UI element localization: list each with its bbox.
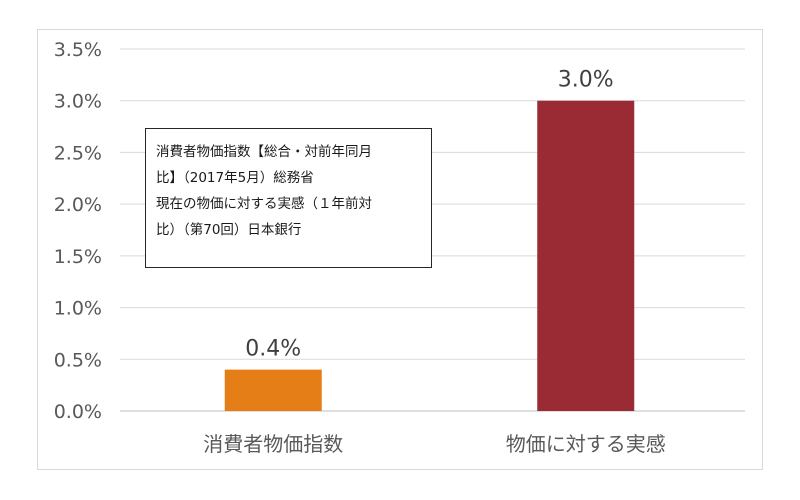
note-line-2: 比】（2017年5月）総務省 bbox=[156, 170, 314, 186]
data-label: 0.4% bbox=[245, 337, 301, 362]
x-category-label: 消費者物価指数 bbox=[203, 432, 343, 456]
y-tick-label: 2.5% bbox=[54, 142, 102, 164]
note-line-4: 比）（第70回）日本銀行 bbox=[156, 222, 302, 238]
y-tick-label: 0.0% bbox=[54, 401, 102, 423]
note-line-3: 現在の物価に対する実感（１年前対 bbox=[156, 196, 372, 212]
source-note-box: 消費者物価指数【総合・対前年同月 比】（2017年5月）総務省 現在の物価に対す… bbox=[145, 128, 432, 268]
y-tick-label: 3.5% bbox=[54, 39, 102, 61]
bar bbox=[224, 369, 322, 411]
x-category-label: 物価に対する実感 bbox=[506, 432, 666, 456]
y-tick-label: 3.0% bbox=[54, 91, 102, 113]
y-tick-label: 1.0% bbox=[54, 298, 102, 320]
bar bbox=[537, 100, 635, 411]
y-tick-label: 2.0% bbox=[54, 194, 102, 216]
note-line-1: 消費者物価指数【総合・対前年同月 bbox=[156, 144, 372, 160]
data-label: 3.0% bbox=[558, 68, 614, 93]
y-tick-label: 0.5% bbox=[54, 349, 102, 371]
y-tick-label: 1.5% bbox=[54, 246, 102, 268]
